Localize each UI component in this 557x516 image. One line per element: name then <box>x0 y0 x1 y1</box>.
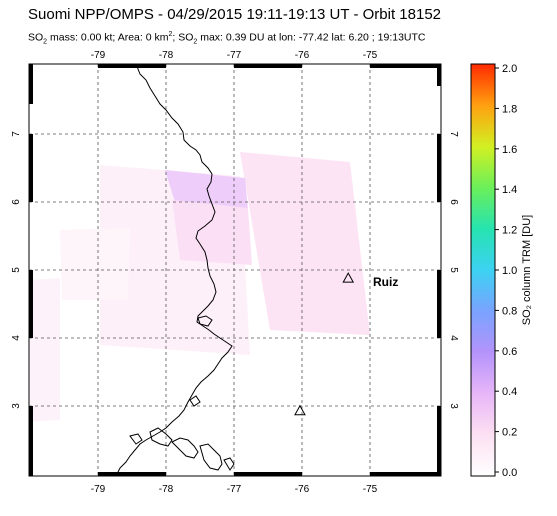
colorbar-tick-label: 0.8 <box>502 305 517 317</box>
colorbar-tick-label: 1.0 <box>502 265 517 277</box>
so2-pixel <box>240 152 370 335</box>
colorbar-tick-label: 2.0 <box>502 63 517 75</box>
volcano-markers <box>294 272 355 416</box>
lat-tick-label: 5 <box>11 267 22 273</box>
lat-tick-label: 6 <box>448 199 459 205</box>
colorbar-tick-label: 1.4 <box>502 184 517 196</box>
coastline <box>115 64 235 476</box>
volcano-icon <box>342 272 355 283</box>
map-title: Suomi NPP/OMPS - 04/29/2015 19:11-19:13 … <box>28 6 441 23</box>
map-gridlines <box>29 64 441 476</box>
colorbar-ticks: 2.0 1.8 1.6 1.4 1.2 1.0 0.8 0.6 0.4 0.2 0.0 <box>495 63 517 479</box>
so2-pixel <box>172 200 252 265</box>
lon-labels-top: -79 -78 -77 -76 -75 <box>91 50 378 61</box>
lat-tick-label: 6 <box>11 199 22 205</box>
lon-tick-label: -77 <box>227 484 242 495</box>
lat-labels-left: 7 6 5 4 3 <box>11 131 22 409</box>
colorbar-tick-label: 0.6 <box>502 346 517 358</box>
lat-tick-label: 7 <box>11 131 22 137</box>
lon-tick-label: -75 <box>363 50 378 61</box>
so2-pixel <box>60 228 130 300</box>
volcano-icon <box>294 404 306 416</box>
lon-tick-label: -78 <box>159 50 174 61</box>
so2-pixel <box>165 170 248 210</box>
colorbar-tick-label: 0.2 <box>502 427 517 439</box>
lon-tick-label: -79 <box>91 484 106 495</box>
colorbar-tick-label: 0.4 <box>502 386 517 398</box>
colorbar-tick-label: 1.2 <box>502 225 517 237</box>
lon-tick-label: -79 <box>91 50 106 61</box>
colorbar-label: SO₂ column TRM [DU] <box>521 215 533 325</box>
lon-tick-label: -77 <box>227 50 242 61</box>
map-subtitle: SO2 mass: 0.00 kt; Area: 0 km2; SO2 max:… <box>28 31 426 46</box>
colorbar <box>470 63 496 477</box>
lon-tick-label: -78 <box>159 484 174 495</box>
so2-pixel <box>30 278 60 422</box>
lat-tick-label: 4 <box>448 335 459 341</box>
lon-tick-label: -75 <box>363 484 378 495</box>
lat-tick-label: 7 <box>448 131 459 137</box>
colorbar-tick-label: 1.6 <box>502 144 517 156</box>
volcano-label-ruiz: Ruiz <box>373 275 398 289</box>
lon-labels-bottom: -79 -78 -77 -76 -75 <box>91 484 378 495</box>
lat-tick-label: 5 <box>448 267 459 273</box>
lat-labels-right: 7 6 5 4 3 <box>448 131 459 409</box>
lat-tick-label: 3 <box>11 403 22 409</box>
lat-tick-label: 3 <box>448 403 459 409</box>
lon-tick-label: -76 <box>295 484 310 495</box>
lat-tick-label: 4 <box>11 335 22 341</box>
frame-border-marks <box>29 64 441 476</box>
lon-tick-label: -76 <box>295 50 310 61</box>
colorbar-tick-label: 0.0 <box>502 467 517 479</box>
so2-swath <box>30 152 370 422</box>
colorbar-tick-label: 1.8 <box>502 103 517 115</box>
